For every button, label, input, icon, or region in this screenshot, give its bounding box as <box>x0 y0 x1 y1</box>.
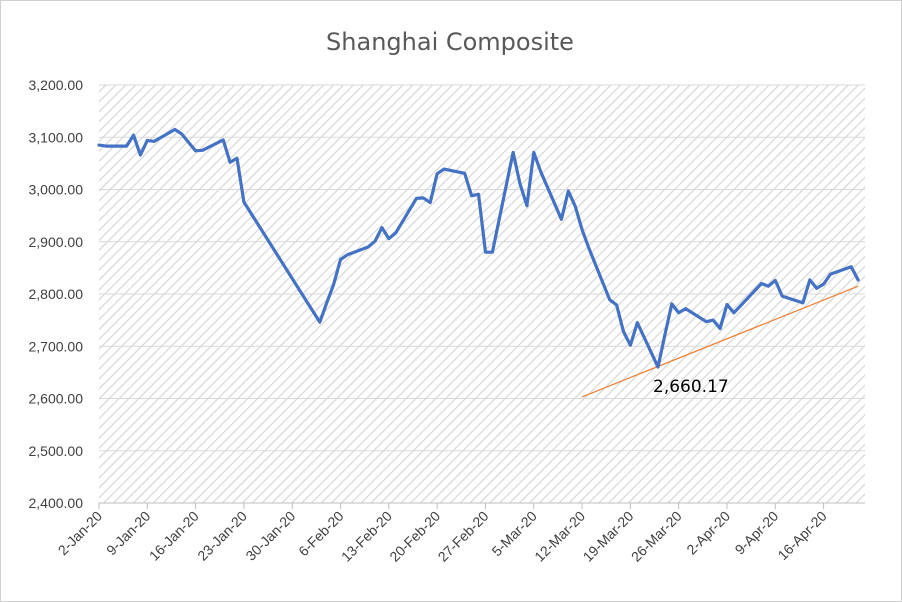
x-tick-label: 2-Jan-20 <box>55 508 106 559</box>
gridlines <box>99 84 865 452</box>
y-axis: 2,400.00 2,500.00 2,600.00 2,700.00 2,800.00… <box>29 77 84 511</box>
y-tick-label: 2,800.00 <box>29 286 84 302</box>
x-tick-label: 26-Mar-20 <box>628 508 685 565</box>
x-tick-label: 2-Apr-20 <box>683 508 733 558</box>
y-tick-label: 2,600.00 <box>29 391 84 407</box>
x-tick-label: 16-Jan-20 <box>146 508 202 564</box>
x-axis: 2-Jan-209-Jan-2016-Jan-2023-Jan-2030-Jan… <box>55 503 830 565</box>
x-tick-label: 9-Jan-20 <box>103 508 154 559</box>
trendline <box>581 285 859 398</box>
y-tick-label: 3,200.00 <box>29 77 84 93</box>
chart-title: Shanghai Composite <box>326 28 574 56</box>
x-tick-label: 13-Feb-20 <box>338 508 395 565</box>
y-tick-label: 2,900.00 <box>29 234 84 250</box>
series-line <box>97 127 860 369</box>
x-tick-label: 20-Feb-20 <box>386 508 443 565</box>
y-tick-label: 3,000.00 <box>29 182 84 198</box>
x-tick-label: 12-Mar-20 <box>531 508 588 565</box>
y-tick-label: 2,400.00 <box>29 495 84 511</box>
series-layer <box>97 127 860 398</box>
x-tick-label: 23-Jan-20 <box>194 508 250 564</box>
y-tick-label: 2,700.00 <box>29 338 84 354</box>
x-tick-label: 9-Apr-20 <box>732 508 782 558</box>
x-tick-label: 27-Feb-20 <box>435 508 492 565</box>
y-tick-label: 3,100.00 <box>29 129 84 145</box>
x-tick-label: 16-Apr-20 <box>774 508 829 563</box>
x-tick-label: 19-Mar-20 <box>580 508 637 565</box>
x-tick-label: 30-Jan-20 <box>242 508 298 564</box>
min-value-annotation: 2,660.17 <box>653 377 729 397</box>
y-tick-label: 2,500.00 <box>29 443 84 459</box>
